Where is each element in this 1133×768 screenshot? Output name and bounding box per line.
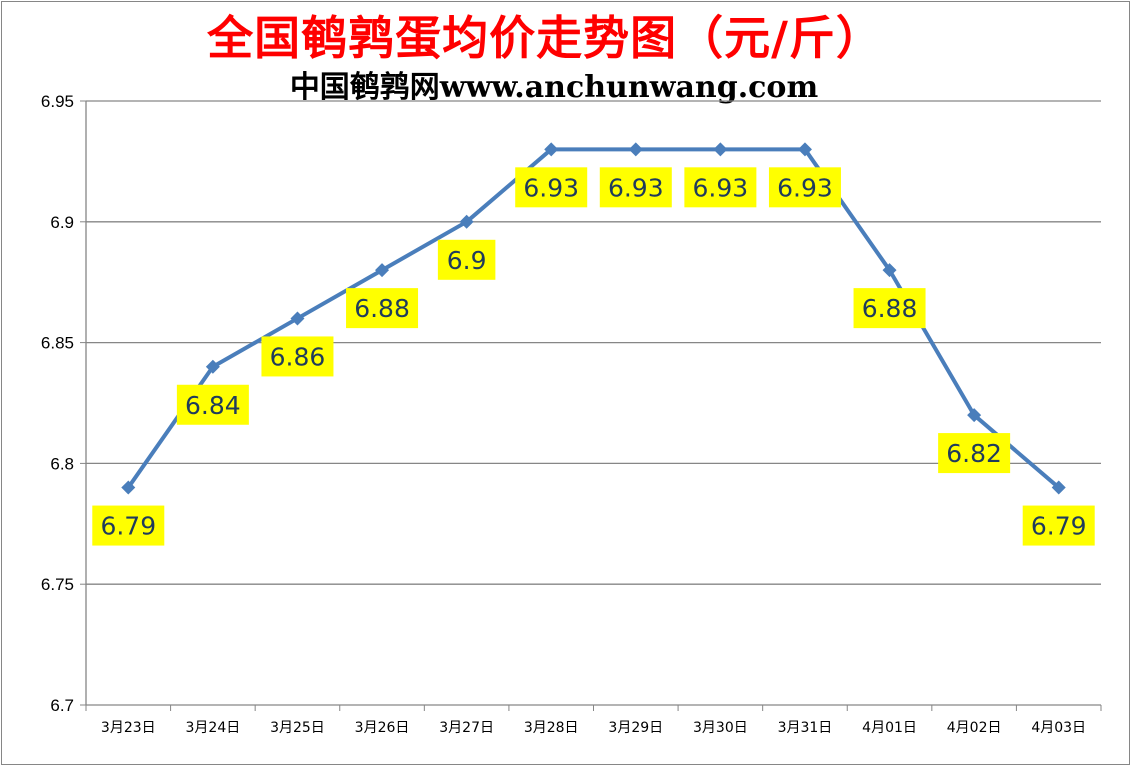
data-point	[205, 359, 220, 374]
x-tick-label: 4月03日	[1031, 720, 1086, 736]
data-point	[290, 311, 305, 326]
y-tick-label: 6.8	[50, 454, 74, 473]
chart-title: 全国鹌鹑蛋均价走势图（元/斤）	[207, 11, 883, 65]
data-label: 6.82	[946, 439, 1002, 468]
y-axis-ticks: 6.7 6.75 6.8 6.85 6.9 6.95	[41, 92, 74, 715]
x-tick-label: 4月02日	[947, 720, 1002, 736]
x-tick-label: 3月27日	[439, 720, 494, 736]
x-tick-label: 3月24日	[186, 720, 241, 736]
data-label-background	[768, 167, 841, 208]
data-label-background	[437, 239, 496, 280]
data-labels: 6.79 6.84 6.86 6.88 6.9 6.93 6.93 6.93 6.93 6.88 6…	[92, 167, 1095, 546]
data-point	[967, 408, 982, 423]
data-label-background	[599, 167, 672, 208]
y-tick-label: 6.85	[41, 334, 74, 353]
data-point	[713, 142, 728, 157]
data-label: 6.79	[100, 512, 156, 541]
data-label: 6.9	[447, 246, 487, 275]
data-label-background	[176, 384, 249, 425]
x-tick-label: 3月28日	[524, 720, 579, 736]
data-label: 6.86	[270, 342, 326, 371]
data-label: 6.93	[523, 173, 579, 202]
data-label: 6.93	[693, 173, 749, 202]
data-label-background	[1022, 505, 1095, 546]
x-tick-label: 4月01日	[862, 720, 917, 736]
x-tick-label: 3月25日	[270, 720, 325, 736]
data-label: 6.93	[608, 173, 664, 202]
y-tick-label: 6.7	[50, 696, 74, 715]
x-axis-ticks: 3月23日 3月24日 3月25日 3月26日 3月27日 3月28日 3月29日 3月30日…	[101, 720, 1086, 736]
data-point	[797, 142, 812, 157]
data-point	[628, 142, 643, 157]
x-tick-label: 3月23日	[101, 720, 156, 736]
data-label: 6.84	[185, 391, 241, 420]
data-point	[1051, 480, 1066, 495]
x-tick-label: 3月29日	[608, 720, 663, 736]
data-point	[459, 214, 474, 229]
data-label-background	[92, 505, 165, 546]
x-tick-label: 3月31日	[778, 720, 833, 736]
axes	[80, 100, 1102, 711]
data-label-background	[346, 288, 419, 329]
chart-subtitle: 中国鹌鹑网www.anchunwang.com	[289, 70, 819, 105]
data-point	[882, 263, 897, 278]
y-tick-label: 6.75	[41, 575, 74, 594]
y-tick-label: 6.95	[41, 92, 74, 111]
data-label: 6.93	[777, 173, 833, 202]
x-tick-label: 3月30日	[693, 720, 748, 736]
data-label: 6.79	[1031, 512, 1087, 541]
gridlines	[86, 100, 1101, 585]
data-label-background	[515, 167, 588, 208]
data-label-background	[938, 433, 1011, 474]
data-label: 6.88	[862, 294, 918, 323]
data-point	[544, 142, 559, 157]
data-label: 6.88	[354, 294, 410, 323]
data-point	[121, 480, 136, 495]
data-label-background	[853, 288, 926, 329]
data-label-background	[261, 336, 334, 377]
y-tick-label: 6.9	[50, 213, 74, 232]
data-label-background	[684, 167, 757, 208]
data-point	[375, 263, 390, 278]
x-tick-label: 3月26日	[355, 720, 410, 736]
